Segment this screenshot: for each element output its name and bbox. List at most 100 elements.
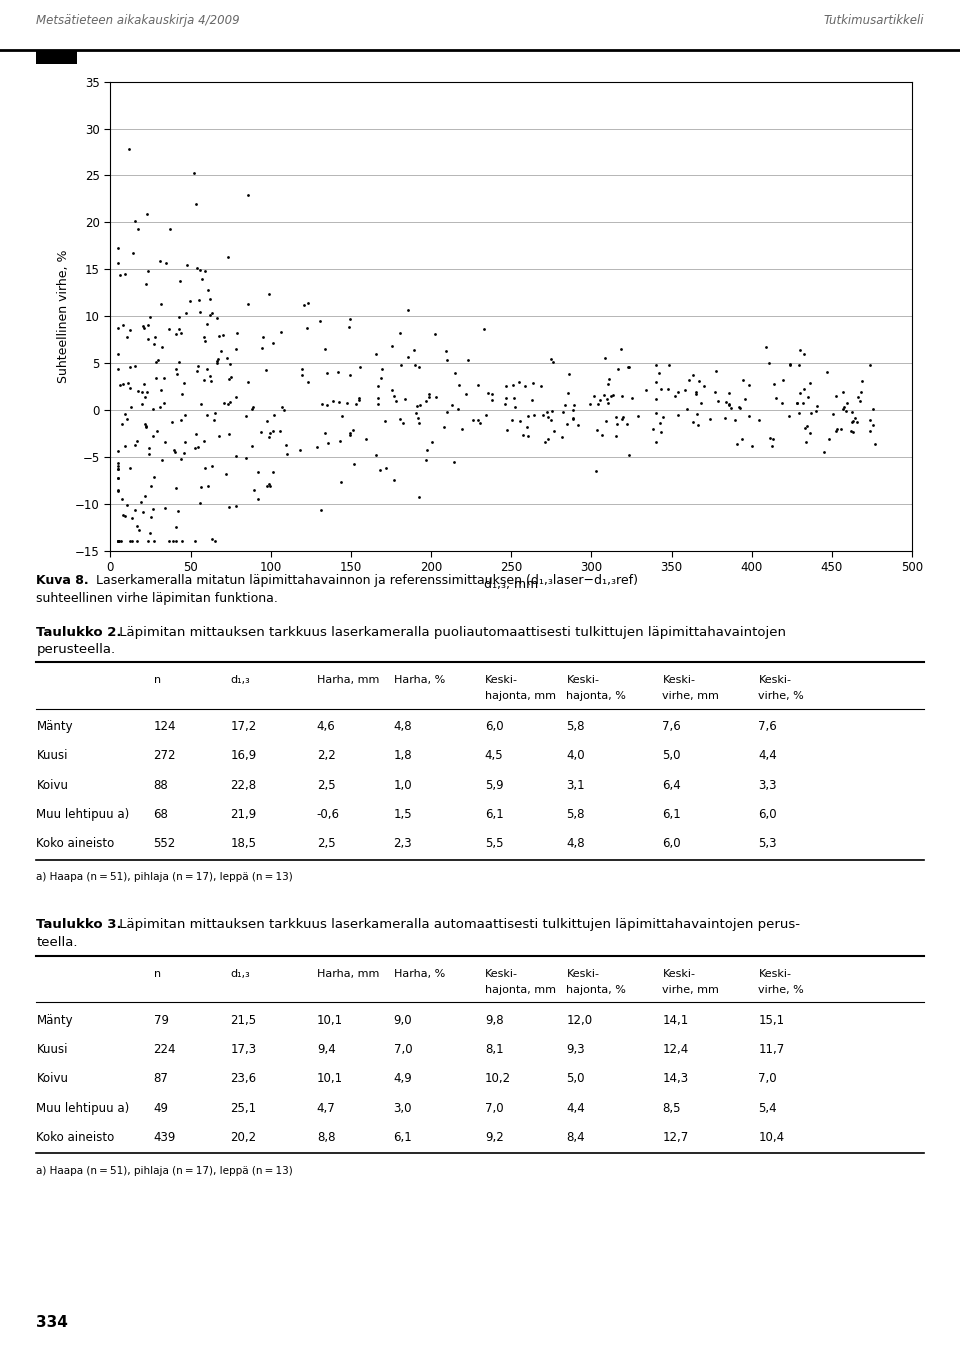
Point [439,401,454,423]
Point [761,352,777,374]
Text: 17,3: 17,3 [230,1043,256,1057]
Point [829,419,845,441]
Point [477,318,492,340]
Text: 552: 552 [154,836,176,850]
Point [209,351,225,373]
Point [203,366,218,388]
Point [826,403,841,424]
Point [334,405,349,427]
Point [371,375,386,397]
Point [332,431,348,453]
Point [137,413,153,435]
Point [260,411,276,432]
Text: 9,0: 9,0 [394,1015,412,1027]
Point [370,388,385,409]
Point [559,413,574,435]
Point [110,530,126,552]
Point [124,396,139,418]
Point [865,398,880,420]
Point [424,431,440,453]
Point [570,413,586,435]
Point [394,354,409,375]
Text: 7,0: 7,0 [758,1072,777,1085]
Point [730,432,745,454]
Point [696,375,711,397]
Point [154,379,169,401]
Point [143,506,158,528]
Point [171,306,186,328]
Text: 14,1: 14,1 [662,1015,688,1027]
Point [273,420,288,442]
Text: Keski-: Keski- [758,675,791,685]
Text: 12,4: 12,4 [662,1043,688,1057]
Point [688,382,704,404]
Point [179,254,194,276]
Point [440,350,455,371]
Text: 5,8: 5,8 [566,721,585,733]
Point [694,393,709,415]
Point [135,317,151,339]
Point [565,398,581,420]
Point [221,246,236,268]
Point [799,431,814,453]
Point [152,397,167,419]
Text: 8,5: 8,5 [662,1102,681,1115]
Point [406,339,421,360]
Point [800,415,815,437]
Point [112,264,128,286]
Point [708,359,723,381]
Point [505,409,520,431]
Text: 8,4: 8,4 [566,1132,585,1144]
Point [622,445,637,466]
Point [142,306,157,328]
Point [609,426,624,447]
Point [138,416,154,438]
Point [228,495,244,517]
Point [293,439,308,461]
Text: 3,0: 3,0 [394,1102,412,1115]
Point [188,193,204,215]
Text: 23,6: 23,6 [230,1072,256,1085]
Text: 2,5: 2,5 [317,778,335,792]
Point [808,400,824,422]
Point [611,358,626,379]
Point [817,441,832,462]
Text: Keski-: Keski- [758,968,791,979]
Text: 5,9: 5,9 [485,778,503,792]
Text: Muu lehtipuu a): Muu lehtipuu a) [36,1102,130,1115]
Point [461,348,476,370]
Point [168,530,183,552]
Point [590,393,606,415]
Point [274,321,289,343]
Point [670,381,685,403]
Text: 4,9: 4,9 [394,1072,413,1085]
Point [145,424,160,446]
Point [605,385,620,407]
Point [685,364,701,386]
Point [472,412,488,434]
Point [145,498,160,520]
Point [853,381,869,403]
Point [764,435,780,457]
Point [204,456,220,477]
Point [615,405,631,427]
Point [648,371,663,393]
Point [211,325,227,347]
Point [111,530,127,552]
Point [110,480,126,502]
Point [445,452,461,473]
Point [850,386,865,408]
Point [561,382,576,404]
Point [420,439,435,461]
Point [191,290,206,311]
Point [110,252,126,273]
Point [276,398,292,420]
Text: 6,4: 6,4 [662,778,682,792]
Point [119,326,134,348]
Point [211,426,227,447]
Text: 7,0: 7,0 [394,1043,412,1057]
Point [313,499,328,521]
Text: 272: 272 [154,749,176,763]
Point [661,355,677,377]
Text: 224: 224 [154,1043,176,1057]
